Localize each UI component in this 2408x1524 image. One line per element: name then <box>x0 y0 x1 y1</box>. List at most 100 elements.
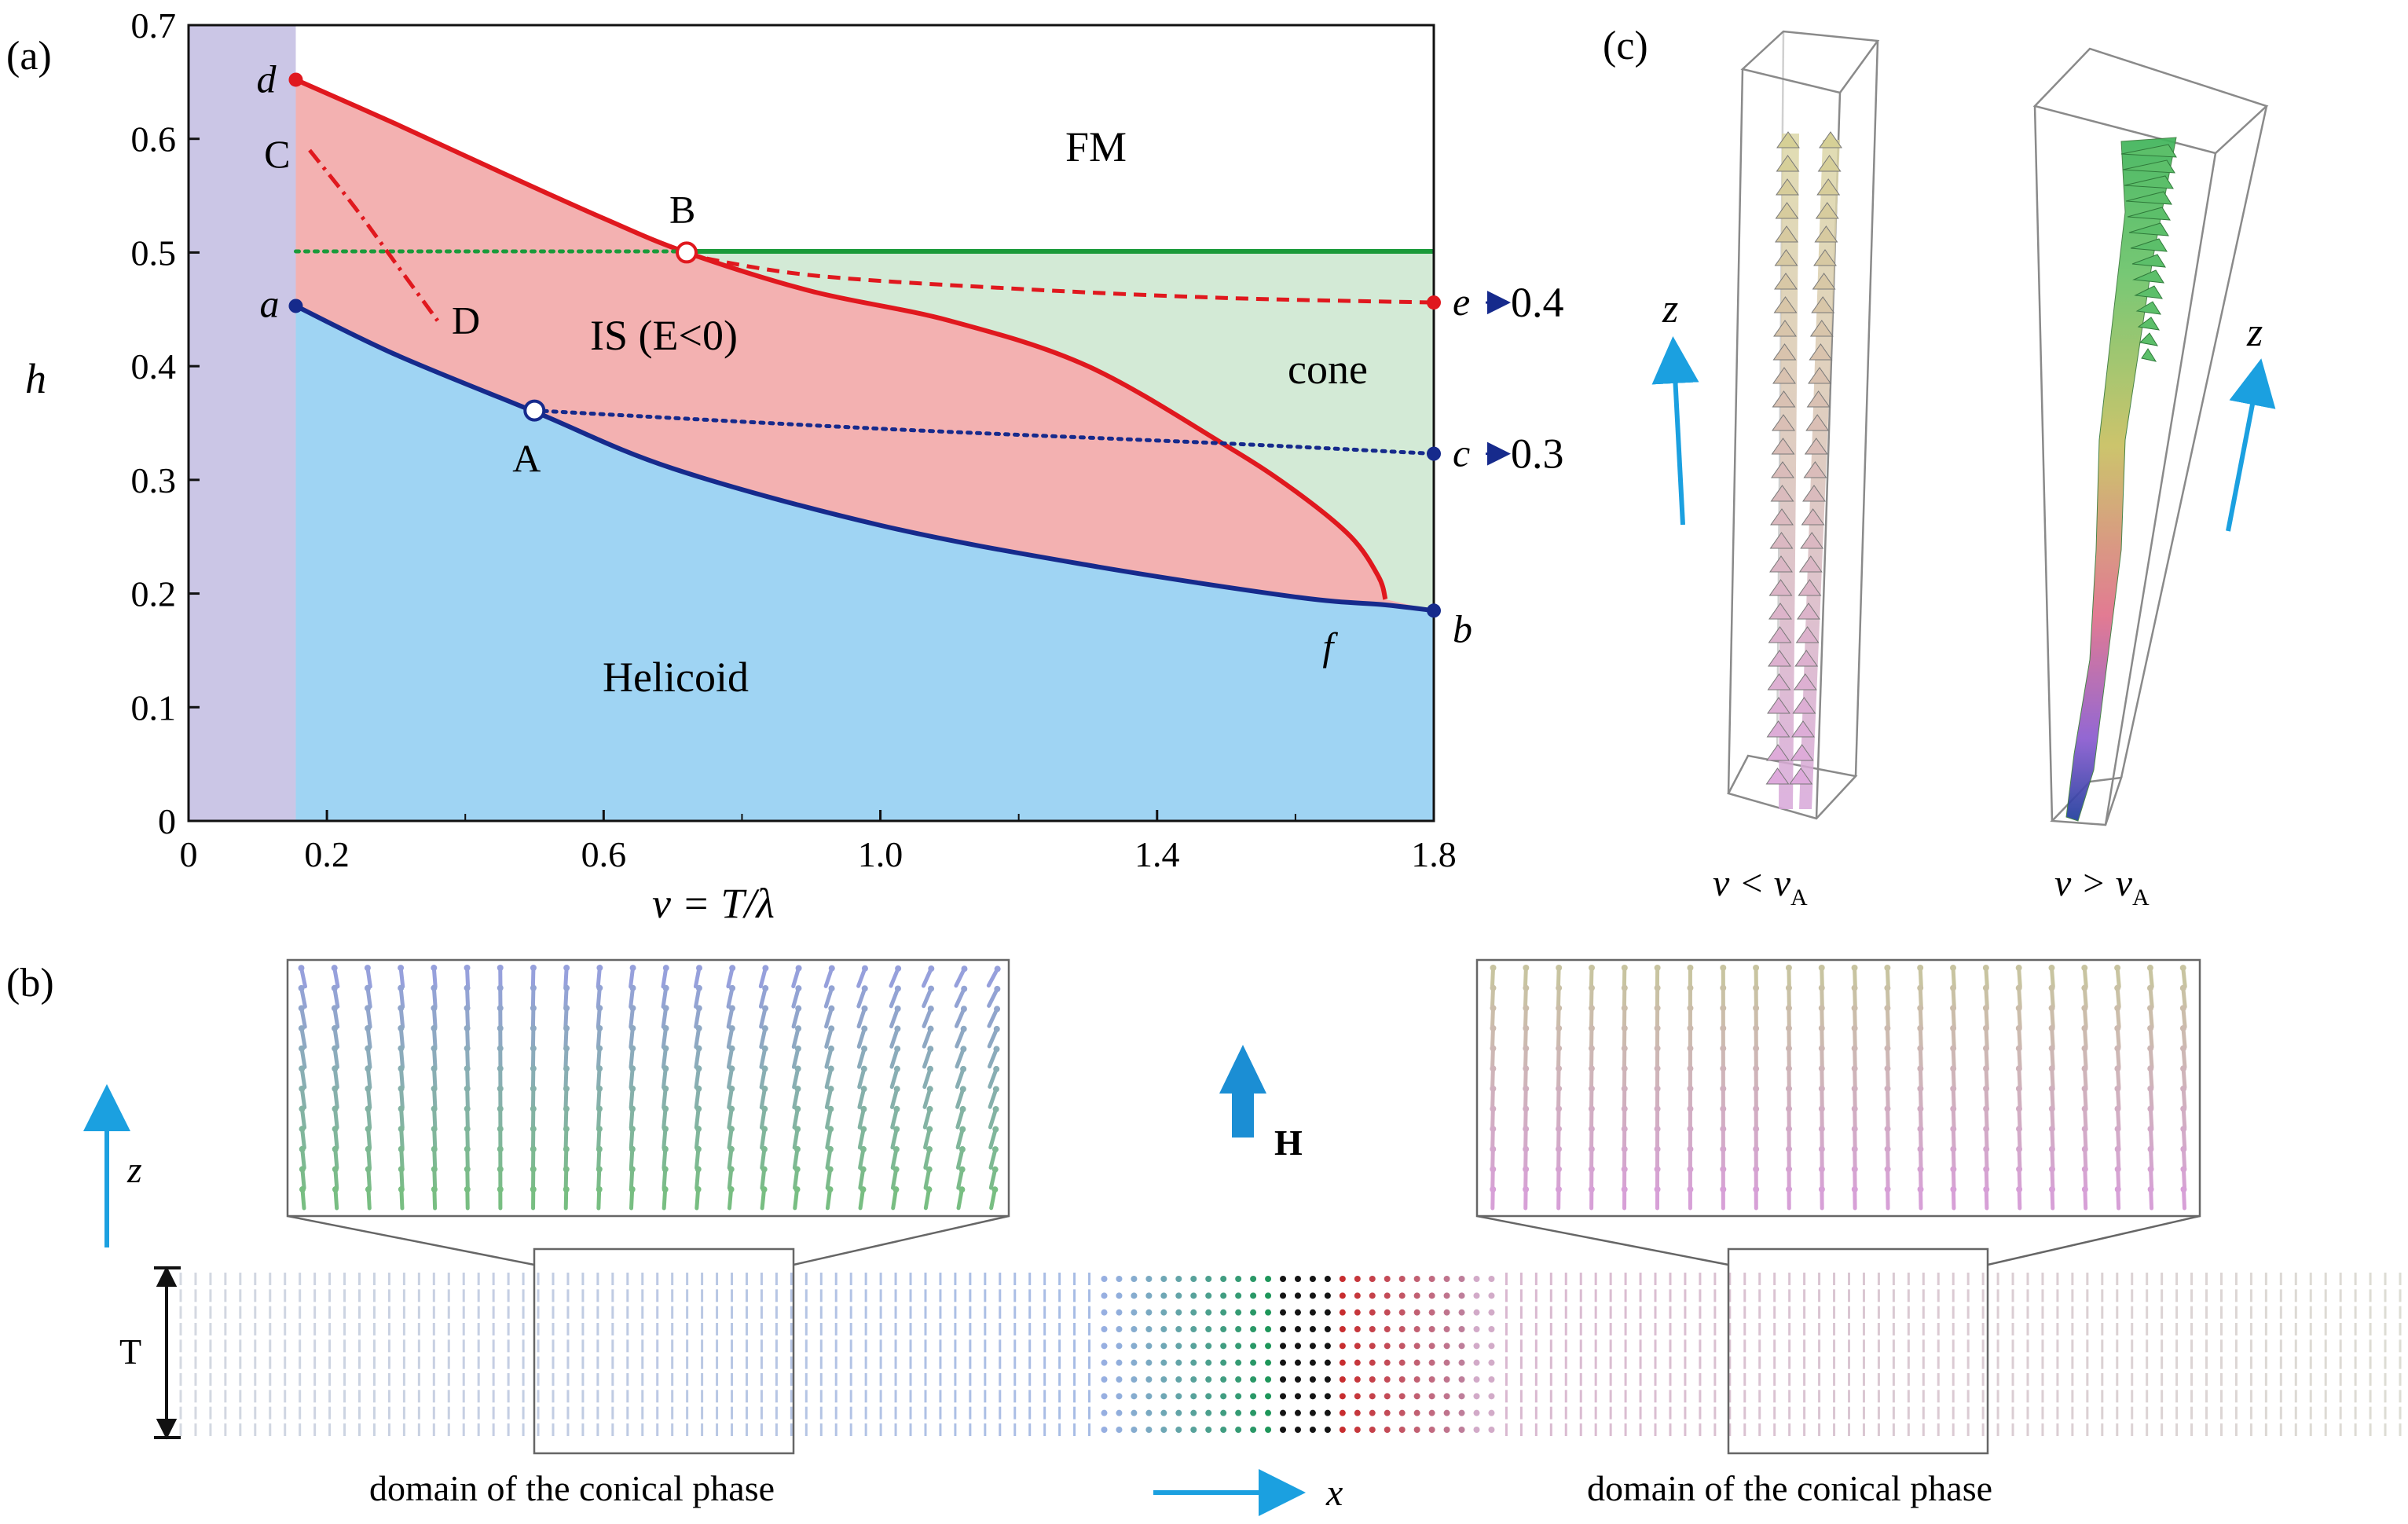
inset-spin <box>890 1127 899 1150</box>
spin-dot <box>1324 1376 1331 1383</box>
spin-cone <box>1814 225 1838 243</box>
spin-dot <box>1428 1376 1435 1383</box>
inset-spin-head <box>431 1126 438 1133</box>
spin-dot <box>1160 1376 1167 1383</box>
series-line-0 <box>295 77 1388 600</box>
spin-dot <box>1413 1427 1420 1433</box>
y-tick-label: 0.3 <box>131 460 177 500</box>
spin-dot <box>1443 1409 1450 1416</box>
spin-dot <box>1265 1343 1272 1350</box>
inset-spin <box>299 1086 307 1110</box>
inset-spin <box>2050 1187 2055 1211</box>
inset-spin <box>922 1006 933 1028</box>
spin-dot <box>1354 1276 1361 1282</box>
inset-spin-head <box>2048 1126 2055 1133</box>
spin-dot <box>1190 1309 1197 1316</box>
spin-dot <box>1369 1427 1376 1433</box>
inset-spin-head <box>596 1166 603 1173</box>
spin-cone <box>1791 720 1815 738</box>
panel-label-a: (a) <box>6 34 52 79</box>
inset-spin-head <box>1884 1005 1891 1012</box>
inset-spin-head <box>2081 965 2088 972</box>
inset-spin-head <box>2147 1045 2154 1052</box>
inset-spin-head <box>1588 1085 1595 1092</box>
inset-spin-head <box>431 965 438 972</box>
inset-spin <box>2115 1046 2121 1070</box>
inset-spin-head <box>1621 1045 1628 1052</box>
inset-spin-head <box>2114 1085 2121 1092</box>
inset-spin-head <box>1851 1166 1858 1173</box>
inset-spin <box>1885 1046 1890 1070</box>
inset-spin <box>1523 1086 1528 1110</box>
inset-spin <box>1886 1086 1890 1110</box>
inset-spin-head <box>2114 1126 2121 1133</box>
inset-spin-head <box>2081 1186 2088 1193</box>
inset-spin-head <box>1884 1145 1891 1152</box>
inset-spin-head <box>1621 984 1628 991</box>
spin-dot <box>1369 1393 1376 1400</box>
inset-spin-head <box>794 1145 801 1152</box>
spin-dot <box>1339 1326 1346 1332</box>
spin-dot <box>1145 1376 1153 1383</box>
inset-frame <box>1475 958 2201 1218</box>
spin-cone <box>1765 767 1790 785</box>
spin-dot <box>1116 1326 1123 1332</box>
inset-spin-head <box>2114 1065 2121 1072</box>
inset-spin <box>694 1066 701 1090</box>
inset-spin-head <box>629 1126 636 1133</box>
inset-spin-head <box>1884 1105 1891 1112</box>
inset-spin-head <box>530 1166 537 1173</box>
inset-spin-head <box>1687 1105 1694 1112</box>
inset-spin-head <box>794 1186 801 1193</box>
inset-spin <box>332 1086 339 1110</box>
inset-spin-head <box>2180 1065 2187 1072</box>
caption-right-main: ν > ν <box>2054 863 2133 904</box>
inset-spin-head <box>299 1166 306 1173</box>
inset-spin-head <box>2147 1186 2154 1193</box>
inset-spin <box>2050 1127 2055 1150</box>
inset-spin-head <box>2146 984 2153 991</box>
spin-dot <box>1280 1393 1287 1400</box>
spin-dot <box>1160 1343 1167 1350</box>
spin-dot <box>1190 1427 1197 1433</box>
spin-dot <box>1443 1359 1450 1366</box>
inset-spin <box>758 986 768 1009</box>
inset-spin <box>889 1046 900 1069</box>
spin-cone <box>1813 249 1837 266</box>
inset-spin-head <box>497 1126 504 1133</box>
inset-spin <box>726 1046 735 1069</box>
spin-dot <box>1458 1292 1465 1299</box>
x-tick-label: 1.8 <box>1411 834 1457 874</box>
inset-spin-head <box>991 1186 999 1193</box>
spin-dot <box>1220 1343 1227 1350</box>
inset-spin <box>694 1086 701 1110</box>
inset-spin-head <box>1654 1005 1661 1012</box>
spin-dot <box>1131 1427 1138 1433</box>
inset-spin-head <box>861 1046 868 1053</box>
spin-dot <box>1131 1292 1138 1299</box>
inset-spin-head <box>2179 984 2186 991</box>
inset-spin-head <box>299 1126 306 1133</box>
spin-cone <box>2139 332 2159 346</box>
inset-spin-head <box>1687 1166 1694 1173</box>
inset-spin-head <box>2180 1126 2187 1133</box>
spin-dot <box>1398 1409 1406 1416</box>
spin-dot <box>1294 1427 1301 1433</box>
spin-dot <box>1413 1376 1420 1383</box>
inset-spin <box>1589 986 1594 1009</box>
inset-spin <box>432 1086 438 1110</box>
spin-dot <box>1116 1292 1123 1299</box>
y-tick-label: 0.1 <box>131 687 177 727</box>
inset-spin <box>629 1127 635 1150</box>
inset-spin-head <box>1621 1085 1628 1092</box>
point-a <box>288 299 303 313</box>
spin-dot <box>1235 1292 1242 1299</box>
inset-spin-head <box>960 1006 967 1013</box>
inset-spin-head <box>1917 965 1924 972</box>
inset-spin-head <box>2081 1105 2088 1112</box>
spin-dot <box>1205 1276 1212 1282</box>
spin-cone <box>1775 202 1799 219</box>
inset-spin-head <box>1523 965 1530 972</box>
inset-spin-head <box>762 965 769 972</box>
